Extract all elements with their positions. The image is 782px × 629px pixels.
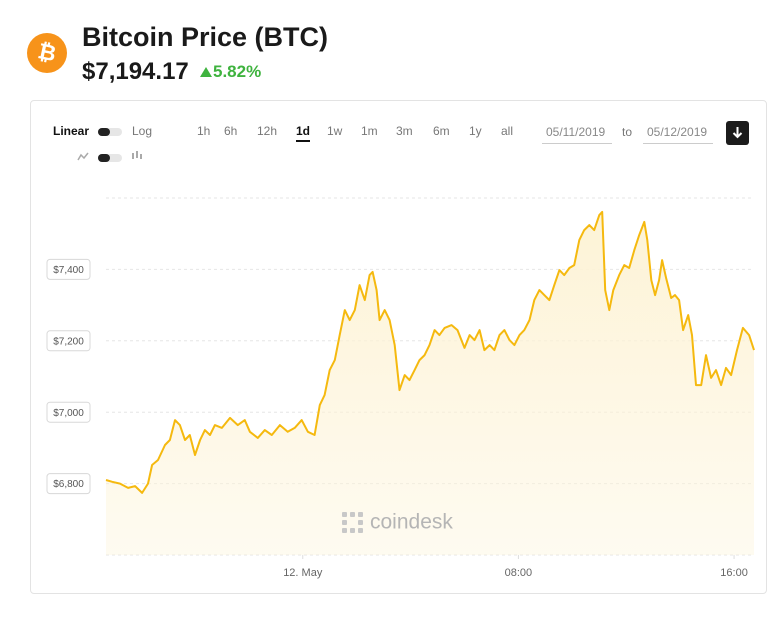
range-button[interactable]: 1w <box>327 124 343 138</box>
plot-area: $6,800 $7,000 $7,200 $7,400 12. May 08:00 16:0… <box>46 197 755 579</box>
y-tick-label: $7,400 <box>53 265 84 276</box>
price: $7,194.17 <box>82 58 189 85</box>
scale-log[interactable]: Log <box>132 124 153 138</box>
y-tick-label: $7,200 <box>53 336 84 347</box>
range-button[interactable]: 6m <box>433 124 450 138</box>
y-tick-box <box>46 330 91 352</box>
bitcoin-icon <box>27 33 67 73</box>
range-button[interactable]: 3m <box>396 124 413 138</box>
range-button[interactable]: 1y <box>469 124 482 138</box>
range-button[interactable]: 1m <box>361 124 378 138</box>
title: Bitcoin Price (BTC) <box>82 22 329 52</box>
chart-style-toggle[interactable] <box>98 154 122 162</box>
price-change: 5.82% <box>213 62 262 81</box>
range-button[interactable]: 1h <box>197 124 211 138</box>
range-button[interactable]: 6h <box>224 124 238 138</box>
y-tick-box <box>46 473 91 495</box>
x-tick-label: 08:00 <box>505 567 533 579</box>
candle-icon[interactable] <box>131 151 143 161</box>
y-tick-label: $7,000 <box>53 408 84 419</box>
x-tick-label: 12. May <box>283 567 323 579</box>
y-tick-box <box>46 401 91 423</box>
date-to[interactable]: 05/12/2019 <box>643 125 713 144</box>
line-icon[interactable] <box>77 152 89 162</box>
watermark-icon <box>342 512 363 533</box>
chart-card <box>30 100 767 594</box>
scale-linear[interactable]: Linear <box>53 124 90 138</box>
bitcoin-icon-symbol: ₿ <box>36 38 59 66</box>
up-arrow <box>200 67 212 77</box>
x-tick-label: 16:00 <box>720 567 748 579</box>
download-button[interactable] <box>726 121 749 145</box>
watermark: coindesk <box>370 511 453 534</box>
range-button[interactable]: all <box>501 124 514 138</box>
range-button[interactable]: 1d <box>296 124 311 142</box>
price-line <box>105 210 755 494</box>
scale-toggle[interactable] <box>98 128 122 136</box>
y-tick-label: $6,800 <box>53 479 84 490</box>
date-separator: to <box>622 125 633 139</box>
range-button[interactable]: 12h <box>257 124 278 138</box>
price-area <box>106 211 754 555</box>
y-tick-box <box>46 258 91 280</box>
date-from[interactable]: 05/11/2019 <box>542 125 612 144</box>
